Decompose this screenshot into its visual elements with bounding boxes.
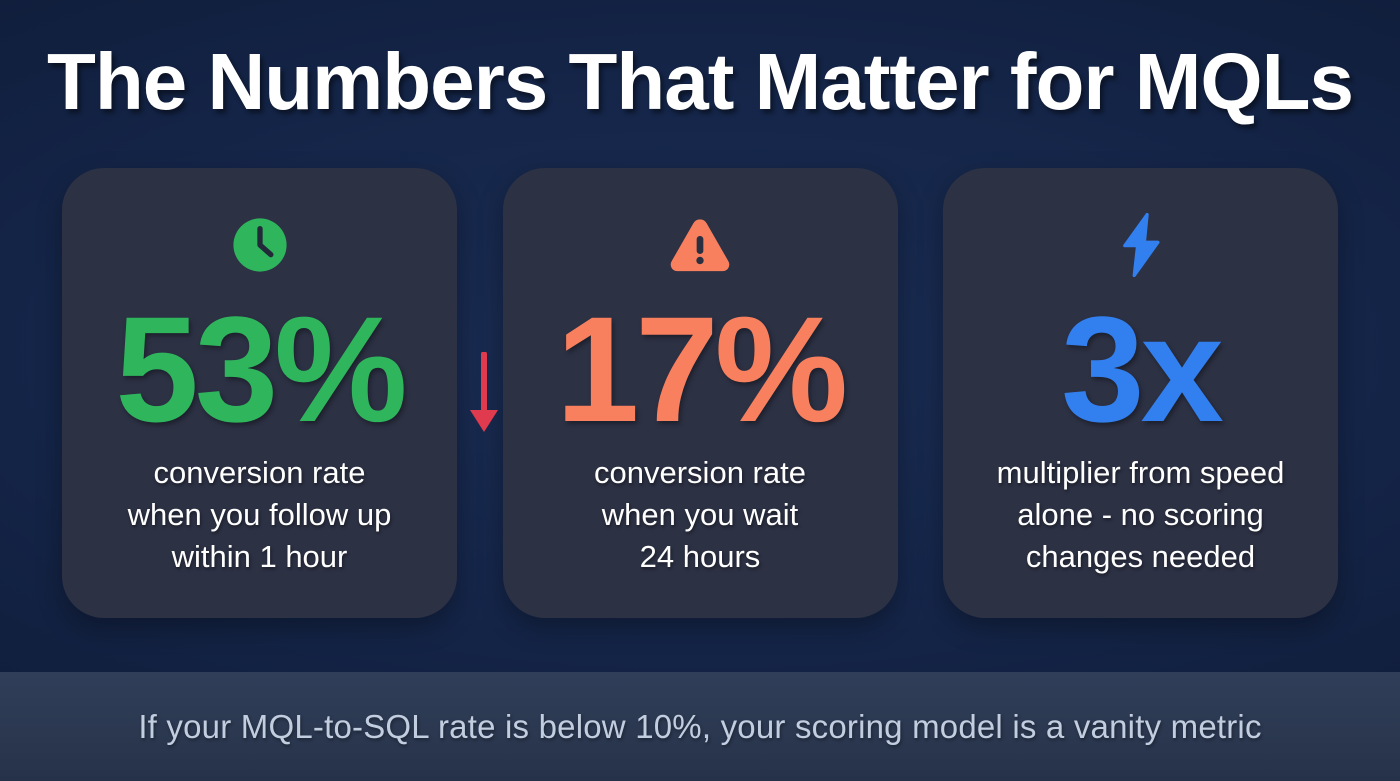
stat-card-speed-multiplier: 3x multiplier from speed alone - no scor… bbox=[943, 168, 1338, 618]
caption-line: within 1 hour bbox=[171, 539, 348, 575]
stat-caption: conversion rate when you wait 24 hours bbox=[594, 452, 806, 578]
stat-value: 17% bbox=[555, 285, 848, 453]
caption-line: alone - no scoring bbox=[1017, 497, 1264, 533]
stat-value: 3x bbox=[1061, 285, 1224, 453]
caption-line: changes needed bbox=[1025, 539, 1256, 575]
warning-triangle-icon bbox=[669, 206, 731, 284]
bottom-banner: If your MQL-to-SQL rate is below 10%, yo… bbox=[0, 672, 1400, 781]
arrow-down-icon bbox=[462, 351, 506, 442]
caption-line: multiplier from speed bbox=[996, 455, 1285, 491]
caption-line: when you wait bbox=[601, 497, 799, 533]
caption-line: 24 hours bbox=[639, 539, 761, 575]
caption-line: conversion rate bbox=[594, 455, 806, 491]
stat-caption: conversion rate when you follow up withi… bbox=[128, 452, 392, 578]
caption-line: conversion rate bbox=[153, 455, 366, 491]
clock-icon bbox=[231, 206, 289, 284]
stat-caption: multiplier from speed alone - no scoring… bbox=[997, 452, 1285, 578]
stat-card-wait-24-hours: 17% conversion rate when you wait 24 hou… bbox=[502, 168, 898, 618]
page-title: The Numbers That Matter for MQLs bbox=[47, 37, 1354, 126]
banner-text: If your MQL-to-SQL rate is below 10%, yo… bbox=[138, 707, 1262, 745]
caption-line: when you follow up bbox=[127, 497, 392, 533]
stat-card-follow-up-1-hour: 53% conversion rate when you follow up w… bbox=[62, 168, 457, 618]
lightning-bolt-icon bbox=[1118, 206, 1164, 284]
stat-cards-row: 53% conversion rate when you follow up w… bbox=[62, 168, 1338, 618]
stat-value: 53% bbox=[115, 285, 407, 453]
